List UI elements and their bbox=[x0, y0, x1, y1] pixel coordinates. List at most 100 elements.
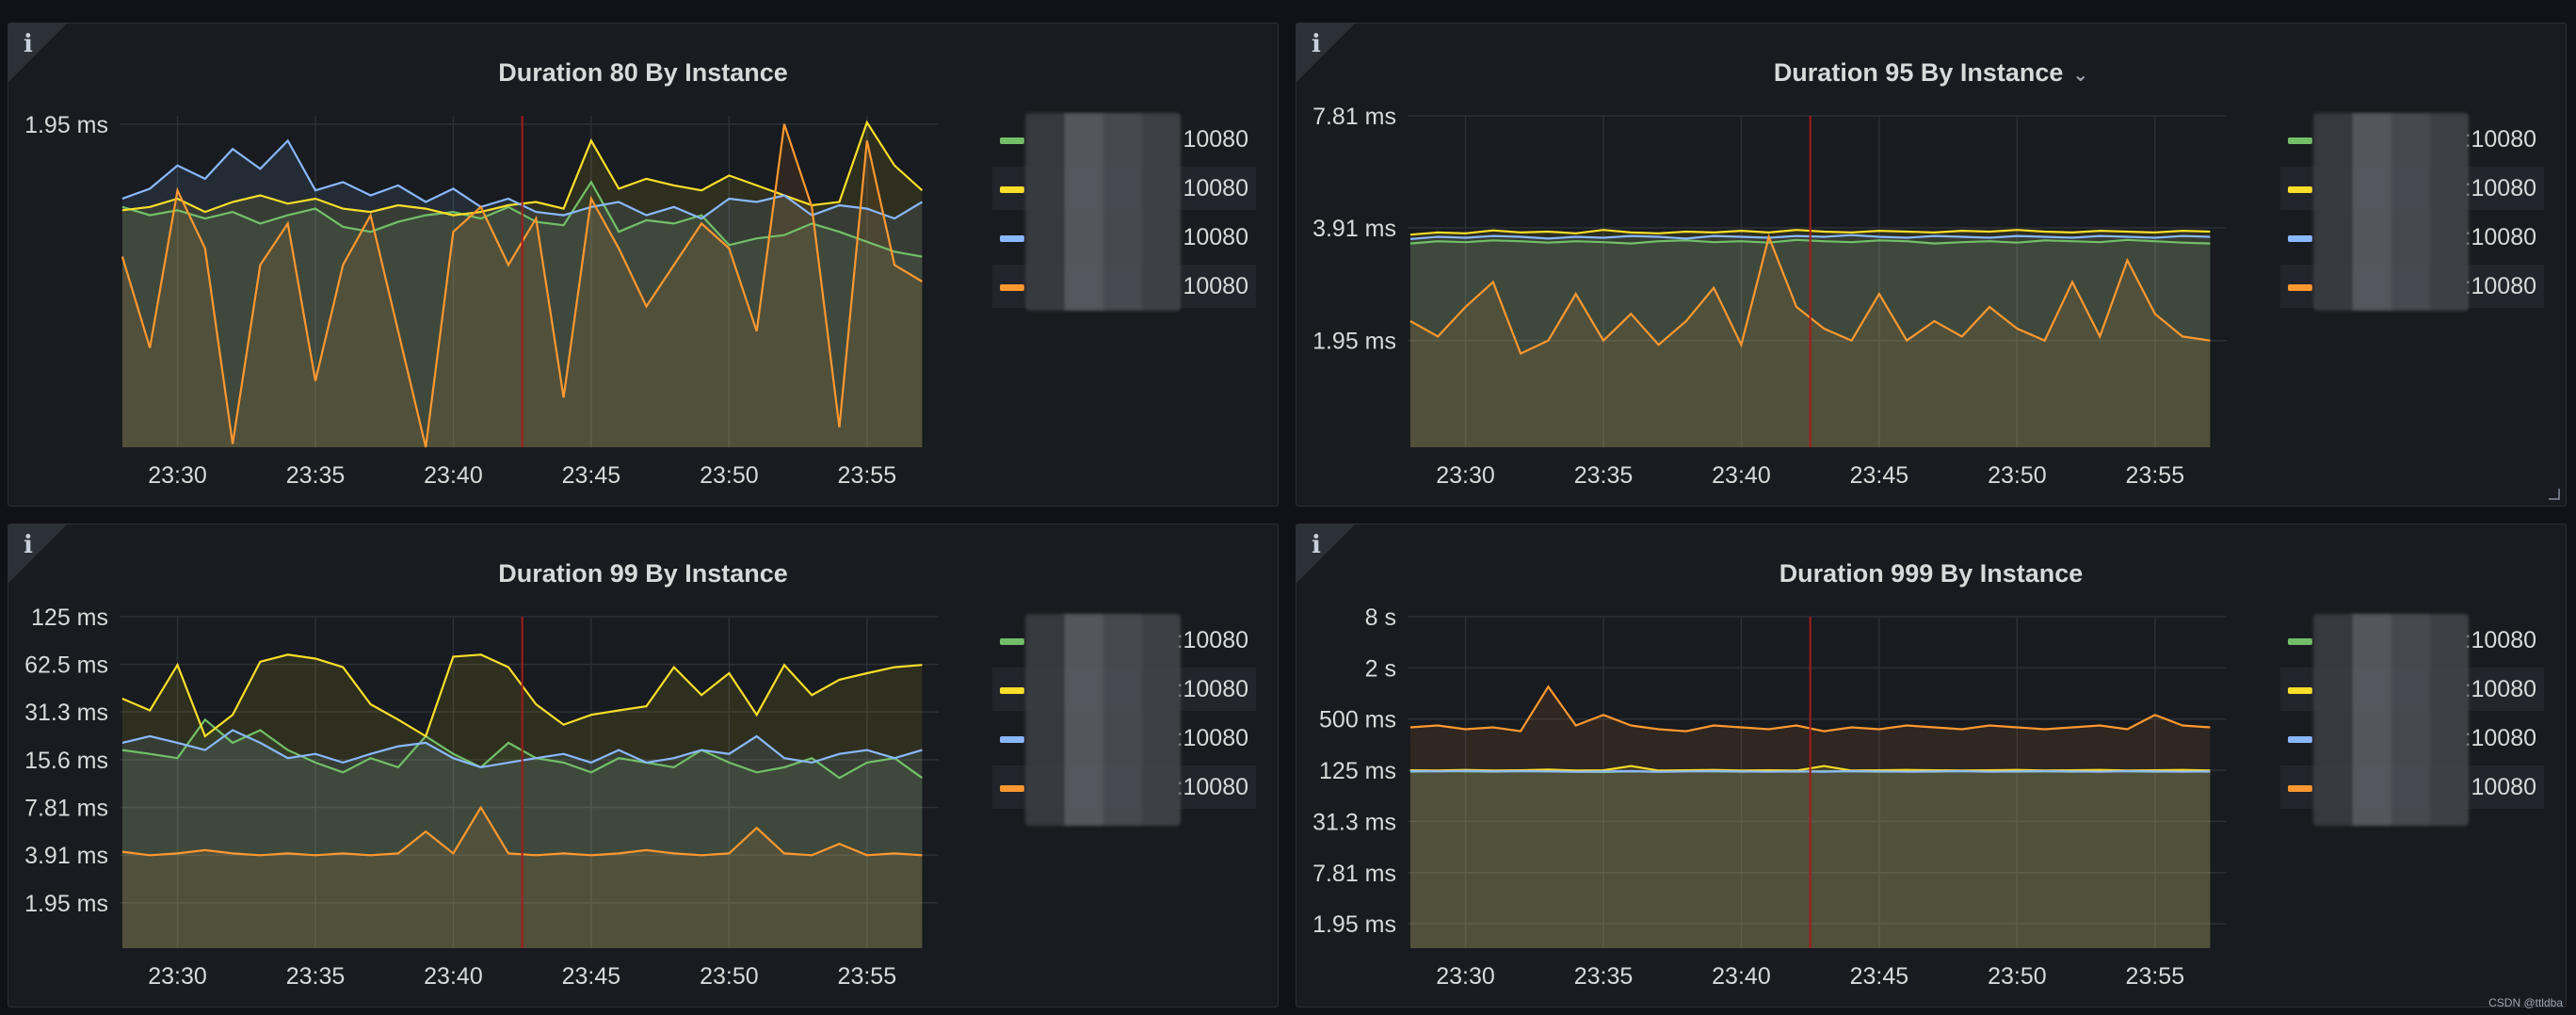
y-tick-label: 500 ms bbox=[1319, 707, 1396, 733]
legend-label: 10080 bbox=[1183, 224, 1248, 250]
legend-item[interactable]: 10080 bbox=[992, 118, 1256, 161]
panel-duration-80[interactable]: i Duration 80 By Instance 1.95 ms 23:30 23… bbox=[8, 23, 1279, 507]
legend-label: :10080 bbox=[2464, 224, 2536, 250]
x-tick-label: 23:40 bbox=[424, 462, 483, 489]
y-tick-label: 31.3 ms bbox=[1312, 809, 1396, 835]
legend-label: :10080 bbox=[1176, 676, 1248, 702]
legend-label: 10080 bbox=[1183, 273, 1248, 299]
legend-label: :10080 bbox=[2464, 273, 2536, 299]
y-tick-label: 7.81 ms bbox=[1312, 104, 1396, 130]
chevron-down-icon[interactable]: ⌄ bbox=[2072, 65, 2089, 86]
legend-label: 10080 bbox=[1183, 175, 1248, 201]
info-icon[interactable]: i bbox=[24, 30, 33, 58]
x-tick-label: 23:45 bbox=[562, 963, 621, 990]
panel-corner bbox=[8, 24, 67, 82]
watermark: CSDN @ttldba bbox=[2488, 996, 2563, 1009]
x-tick-label: 23:55 bbox=[2126, 462, 2185, 489]
legend-item[interactable]: :10080 bbox=[992, 619, 1256, 662]
panel-title[interactable]: Duration 999 By Instance bbox=[1296, 558, 2566, 588]
legend-label: :10080 bbox=[1176, 774, 1248, 800]
panel-title-text: Duration 999 By Instance bbox=[1779, 559, 2084, 588]
x-tick-label: 23:55 bbox=[838, 963, 897, 990]
x-tick-label: 23:35 bbox=[286, 462, 346, 489]
legend-swatch bbox=[1000, 785, 1024, 792]
x-tick-label: 23:45 bbox=[1850, 462, 1909, 489]
x-tick-label: 23:30 bbox=[1436, 462, 1495, 489]
y-tick-label: 8 s bbox=[1365, 604, 1396, 631]
panel-title-text: Duration 80 By Instance bbox=[498, 58, 788, 87]
y-tick-label: 31.3 ms bbox=[24, 700, 108, 726]
y-tick-label: 1.95 ms bbox=[24, 891, 108, 917]
panel-duration-999[interactable]: i Duration 999 By Instance 1.95 ms 7.81 m… bbox=[1296, 524, 2567, 1007]
legend-swatch bbox=[1000, 284, 1024, 291]
y-tick-label: 1.95 ms bbox=[24, 112, 108, 138]
info-icon[interactable]: i bbox=[1312, 30, 1321, 58]
redacted-block bbox=[1025, 614, 1181, 826]
y-tick-label: 62.5 ms bbox=[24, 652, 108, 679]
y-tick-label: 3.91 ms bbox=[24, 843, 108, 869]
legend-swatch bbox=[2288, 137, 2312, 144]
legend-label: :10080 bbox=[1176, 627, 1248, 653]
legend-swatch bbox=[2288, 186, 2312, 193]
panel-duration-95[interactable]: i Duration 95 By Instance ⌄ 1.95 ms 3.91 m… bbox=[1296, 23, 2567, 507]
chart-svg[interactable]: 1.95 ms 7.81 ms 31.3 ms 125 ms 500 ms 2 s 8 s 2… bbox=[1296, 524, 2568, 1008]
x-tick-label: 23:35 bbox=[286, 963, 346, 990]
legend-item[interactable]: 10080 bbox=[992, 216, 1256, 259]
legend-label: 10080 bbox=[1183, 126, 1248, 153]
legend-swatch bbox=[1000, 235, 1024, 242]
info-icon[interactable]: i bbox=[1312, 531, 1321, 559]
legend-item[interactable]: :10080 bbox=[2280, 717, 2544, 760]
legend-swatch bbox=[2288, 785, 2312, 792]
legend-swatch bbox=[1000, 687, 1024, 694]
legend-swatch bbox=[2288, 235, 2312, 242]
redacted-block bbox=[2313, 113, 2469, 311]
x-tick-label: 23:40 bbox=[1712, 963, 1771, 990]
y-tick-label: 15.6 ms bbox=[24, 748, 108, 774]
redacted-block bbox=[2313, 614, 2469, 826]
legend-swatch bbox=[2288, 638, 2312, 645]
y-tick-label: 1.95 ms bbox=[1312, 329, 1396, 355]
redacted-block bbox=[1025, 113, 1181, 311]
y-tick-label: 2 s bbox=[1365, 655, 1396, 682]
x-tick-label: 23:40 bbox=[424, 963, 483, 990]
legend-label: :10080 bbox=[2464, 126, 2536, 153]
resize-handle[interactable] bbox=[2549, 489, 2560, 500]
info-icon[interactable]: i bbox=[24, 531, 33, 559]
legend-swatch bbox=[1000, 186, 1024, 193]
chart-svg[interactable]: 1.95 ms 23:30 23:35 23:40 23:45 23:50 23:55 bbox=[8, 24, 1280, 508]
y-tick-label: 125 ms bbox=[31, 604, 108, 631]
panel-corner bbox=[8, 524, 67, 583]
legend-item[interactable]: :10080 bbox=[2280, 216, 2544, 259]
x-tick-label: 23:30 bbox=[1436, 963, 1495, 990]
panel-title-text: Duration 95 By Instance bbox=[1773, 58, 2064, 87]
y-tick-label: 1.95 ms bbox=[1312, 911, 1396, 938]
legend-swatch bbox=[2288, 284, 2312, 291]
panel-title-text: Duration 99 By Instance bbox=[498, 559, 788, 588]
y-tick-label: 125 ms bbox=[1319, 758, 1396, 784]
legend-item[interactable]: :10080 bbox=[2280, 118, 2544, 161]
legend: :10080 :10080 :10080 10080 bbox=[2280, 614, 2544, 826]
chart-svg[interactable]: 1.95 ms 3.91 ms 7.81 ms 23:30 23:35 23:40 23:4… bbox=[1296, 24, 2568, 508]
x-tick-label: 23:30 bbox=[148, 462, 207, 489]
panel-title[interactable]: Duration 80 By Instance bbox=[8, 57, 1278, 88]
chart-svg[interactable]: 1.95 ms 3.91 ms 7.81 ms 15.6 ms 31.3 ms 62.5 … bbox=[8, 524, 1280, 1008]
x-tick-label: 23:55 bbox=[2126, 963, 2185, 990]
x-tick-label: 23:50 bbox=[700, 462, 759, 489]
panel-title[interactable]: Duration 99 By Instance bbox=[8, 558, 1278, 588]
panel-duration-99[interactable]: i Duration 99 By Instance 1.95 ms 3.91 ms… bbox=[8, 524, 1279, 1007]
legend-swatch bbox=[2288, 687, 2312, 694]
panel-title[interactable]: Duration 95 By Instance ⌄ bbox=[1296, 57, 2566, 90]
legend-item[interactable]: :10080 bbox=[992, 717, 1256, 760]
legend-label: :10080 bbox=[2464, 725, 2536, 751]
x-tick-label: 23:30 bbox=[148, 963, 207, 990]
legend-item[interactable]: :10080 bbox=[2280, 619, 2544, 662]
x-tick-label: 23:35 bbox=[1574, 963, 1634, 990]
panel-corner bbox=[1296, 524, 1355, 583]
legend-label: :10080 bbox=[1176, 725, 1248, 751]
legend: :10080 :10080 :10080 :10080 bbox=[992, 614, 1256, 826]
x-tick-label: 23:35 bbox=[1574, 462, 1634, 489]
x-tick-label: 23:50 bbox=[1988, 963, 2047, 990]
legend-swatch bbox=[1000, 137, 1024, 144]
x-tick-label: 23:45 bbox=[1850, 963, 1909, 990]
legend: :10080 :10080 :10080 :10080 bbox=[2280, 113, 2544, 311]
